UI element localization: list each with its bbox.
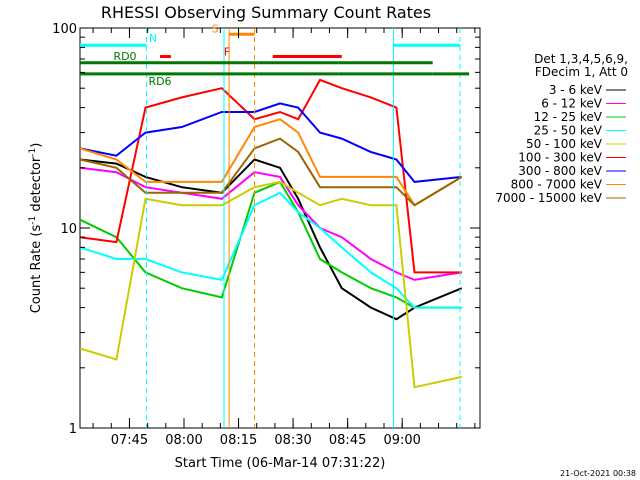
legend-label: 100 - 300 keV [518,151,602,165]
series-line [79,78,462,274]
legend: Det 1,3,4,5,6,9, FDecim 1, Att 0 3 - 6 k… [495,52,628,205]
x-tick-label: 08:15 [220,433,257,448]
x-axis: 07:45 08:00 08:15 08:30 08:45 09:00 [92,28,476,448]
flag-label: RD6 [148,75,171,88]
series-line [79,118,463,207]
y-tick-label: 100 [52,22,77,37]
flag-label: N [149,32,157,45]
series-line [79,137,463,207]
x-tick-label: 08:45 [329,433,366,448]
legend-label: 800 - 7000 keV [511,178,603,192]
y-axis-label-sup: -1 [28,216,38,225]
legend-header-1: Det 1,3,4,5,6,9, [534,52,628,66]
x-tick-label: 08:00 [165,433,202,448]
flag-label: F [224,46,230,59]
legend-label: 3 - 6 keV [549,83,603,97]
flag-label: S [212,22,219,35]
series-line [79,102,462,183]
chart-title: RHESSI Observing Summary Count Rates [101,3,431,22]
y-axis-label-tail: detector [29,156,44,216]
series-line [79,191,462,309]
legend-label: 6 - 12 keV [541,97,603,111]
legend-label: 25 - 50 keV [534,124,603,138]
vertical-lines-layer [146,28,461,428]
x-tick-label: 09:00 [383,433,420,448]
series-line [79,180,462,309]
timestamp: 21-Oct-2021 00:38 [560,469,636,478]
legend-label: 12 - 25 keV [534,110,603,124]
y-axis-label: Count Rate (s-1 detector-1) [28,143,44,314]
x-tick-label: 08:30 [274,433,311,448]
x-axis-label: Start Time (06-Mar-14 07:31:22) [175,456,386,471]
flag-label: RD0 [113,50,136,63]
series-line [79,166,462,281]
legend-label: 300 - 800 keV [518,164,602,178]
series-layer [79,78,463,389]
series-line [79,180,463,389]
legend-label: 7000 - 15000 keV [495,191,602,205]
y-tick-label: 1 [69,422,77,437]
y-axis-label-close: ) [29,143,44,148]
legend-label: 50 - 100 keV [526,137,603,151]
flag-bars-layer: N FS RD0 RD6 [80,22,470,88]
series-line [79,158,463,321]
x-tick-label: 07:45 [111,433,148,448]
legend-header-2: FDecim 1, Att 0 [535,65,628,79]
y-axis-label-sup2: -1 [28,148,38,157]
y-tick-label: 10 [60,222,77,237]
y-axis: 1 10 100 [52,22,480,437]
y-axis-label-main: Count Rate (s [29,225,44,314]
